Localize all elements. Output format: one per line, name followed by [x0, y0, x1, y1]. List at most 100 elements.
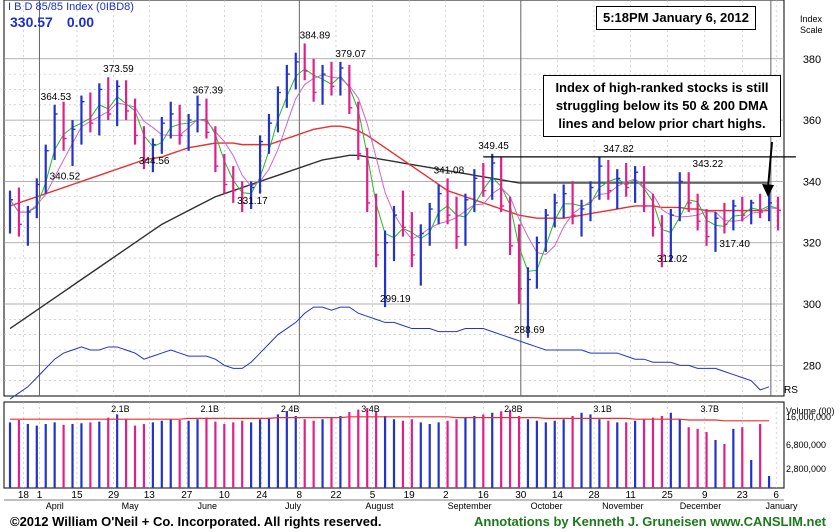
price-label: 349.45 — [478, 141, 509, 152]
ma50-path — [9, 125, 770, 219]
price-bars — [8, 43, 781, 338]
price-label: 367.39 — [192, 86, 223, 97]
month-label: November — [602, 501, 644, 511]
volume-label: 2.1B — [111, 404, 130, 414]
price-bar — [723, 202, 728, 234]
annotation-line-3: lines and below prior chart highs. — [558, 116, 766, 131]
price-bar — [392, 205, 397, 262]
change-value: 0.00 — [66, 14, 95, 30]
price-bar — [339, 61, 344, 96]
price-tick-label: 380 — [803, 54, 821, 66]
price-bar — [294, 52, 299, 90]
price-label: 364.53 — [41, 92, 72, 103]
price-bar — [160, 117, 165, 154]
price-bar — [401, 190, 406, 237]
price-label: 343.22 — [693, 159, 724, 170]
price-bar — [651, 193, 656, 237]
index-name: I B D 85/85 Index (0IBD8) — [8, 1, 134, 13]
price-label: 312.02 — [657, 254, 688, 265]
price-label: 299.19 — [380, 294, 411, 305]
month-label: October — [531, 501, 563, 511]
price-bar — [205, 98, 210, 139]
volume-tick-label: 2,800,000 — [786, 464, 826, 474]
price-tick-label: 320 — [803, 238, 821, 250]
day-tick-label: 15 — [71, 490, 83, 501]
price-bar — [607, 159, 612, 200]
price-label: 373.59 — [103, 64, 134, 75]
last-value: 330.57 — [10, 14, 53, 30]
price-bar — [53, 104, 58, 160]
volume-avg-line — [10, 416, 770, 422]
price-bar — [419, 224, 424, 286]
price-bar — [133, 98, 139, 145]
price-bar — [17, 187, 22, 237]
price-bar — [312, 58, 317, 102]
rs-path — [9, 306, 770, 400]
volume-label: 2.4B — [281, 404, 300, 414]
price-bar — [660, 215, 665, 268]
price-bar — [669, 209, 674, 262]
annotation-arrow-head — [762, 184, 774, 197]
day-tick-label: 25 — [662, 490, 674, 501]
price-bar — [446, 178, 451, 225]
month-label: June — [198, 501, 218, 511]
price-bar — [634, 166, 639, 203]
volume-label: 3.4B — [361, 404, 380, 414]
volume-label: 2.1B — [200, 404, 219, 414]
day-tick-label: 6 — [773, 490, 779, 501]
price-labels: 364.53 340.52 373.59 344.56 367.39 331.17 384.… — [41, 30, 796, 336]
footer: ©2012 William O'Neil + Co. Incorporated.… — [0, 511, 840, 532]
price-bar — [366, 147, 371, 213]
price-bar — [696, 193, 701, 231]
price-bar — [116, 80, 121, 127]
price-bar — [35, 178, 40, 219]
ma200-line — [9, 154, 770, 330]
day-tick-label: 19 — [404, 490, 416, 501]
price-bar — [678, 172, 683, 222]
price-bar — [750, 199, 755, 225]
price-bar — [535, 236, 540, 289]
volume-axis-label: Volume (00) — [786, 406, 835, 416]
price-bar — [437, 184, 442, 225]
month-label: December — [680, 501, 722, 511]
price-bar — [44, 144, 49, 194]
day-tick-label: 23 — [737, 490, 749, 501]
price-label: 340.52 — [50, 171, 81, 182]
price-bar — [348, 64, 353, 114]
price-bar — [169, 101, 174, 139]
price-bar — [250, 181, 255, 209]
price-bar — [214, 126, 219, 173]
price-label: 347.82 — [603, 144, 634, 155]
day-tick-label: 27 — [181, 490, 193, 501]
price-bar — [375, 193, 380, 268]
annotation-line-2: struggling below its 50 & 200 DMA — [555, 98, 769, 113]
price-bar — [151, 138, 156, 173]
scale-label-2: Scale — [800, 25, 823, 35]
price-bar — [330, 61, 335, 96]
volume-label: 2.8B — [504, 404, 523, 414]
price-tick-label: 300 — [803, 299, 821, 311]
price-bar — [107, 77, 112, 121]
price-tick-label: 360 — [803, 115, 821, 127]
price-bar — [732, 199, 737, 231]
price-bar — [357, 101, 362, 160]
price-bar — [89, 92, 94, 133]
price-bar — [598, 156, 603, 200]
price-label: 317.40 — [719, 239, 750, 250]
price-bar — [8, 190, 13, 234]
price-bar — [571, 181, 576, 225]
price-bar — [241, 181, 246, 213]
volume-label: 3.7B — [701, 404, 720, 414]
price-bar — [616, 169, 621, 209]
price-bar — [714, 212, 719, 252]
price-label: 288.69 — [514, 325, 545, 336]
price-bar — [80, 95, 85, 145]
price-bar — [455, 196, 460, 249]
price-bar — [482, 163, 487, 197]
volume-tick-label: 6,800,000 — [786, 440, 826, 450]
month-label: May — [122, 501, 140, 511]
price-bar — [464, 193, 469, 246]
month-label: January — [765, 501, 798, 511]
price-bar — [553, 193, 558, 228]
price-bar — [196, 95, 201, 133]
